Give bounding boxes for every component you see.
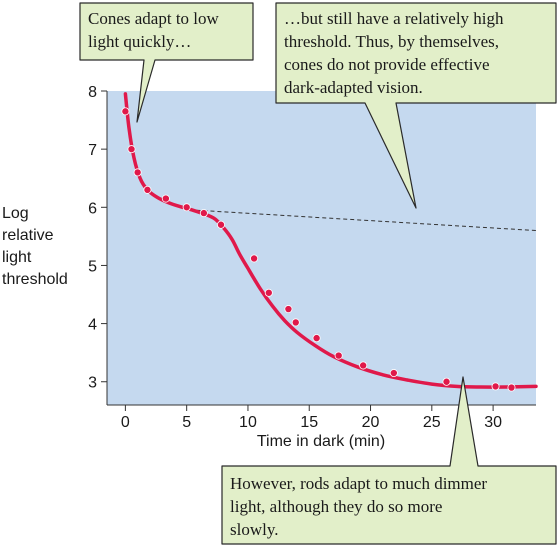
data-point xyxy=(121,107,130,116)
y-axis-title-line: light xyxy=(2,249,32,266)
callout-line: …but still have a relatively high xyxy=(284,9,504,28)
y-axis-title: Log relative light threshold xyxy=(2,205,68,288)
y-axis-title-line: relative xyxy=(2,227,54,244)
data-point xyxy=(199,209,208,218)
callout-line: dark-adapted vision. xyxy=(284,78,423,97)
data-point xyxy=(507,383,516,392)
data-point xyxy=(161,194,170,203)
data-point xyxy=(284,305,293,314)
data-point xyxy=(143,185,152,194)
data-point xyxy=(291,318,300,327)
callout-line: light, although they do so more xyxy=(230,497,442,516)
y-tick-label: 4 xyxy=(88,317,97,334)
y-tick-label: 6 xyxy=(88,200,97,217)
data-point xyxy=(250,254,259,263)
x-tick-label: 10 xyxy=(239,414,257,431)
x-tick-label: 5 xyxy=(182,414,191,431)
callout-line: However, rods adapt to much dimmer xyxy=(230,474,487,493)
y-axis-title-line: threshold xyxy=(2,271,68,288)
y-tick-label: 8 xyxy=(88,84,97,101)
x-tick-label: 20 xyxy=(362,414,380,431)
cone-threshold-dashed-line xyxy=(196,209,537,232)
data-point xyxy=(127,145,136,154)
plot-area xyxy=(107,91,536,405)
data-point xyxy=(491,382,500,391)
data-point xyxy=(334,351,343,360)
callout-line: light quickly… xyxy=(88,32,191,51)
callout-line: cones do not provide effective xyxy=(284,55,490,74)
callout-rods: However, rods adapt to much dimmer light… xyxy=(221,376,557,545)
data-point xyxy=(216,220,225,229)
callout-line: threshold. Thus, by themselves, xyxy=(284,32,499,51)
y-tick-label: 5 xyxy=(88,258,97,275)
callout-cones-threshold: …but still have a relatively high thresh… xyxy=(275,2,557,209)
callout-cones-fast-bubble xyxy=(79,2,254,123)
data-point xyxy=(182,203,191,212)
y-tick-label: 3 xyxy=(88,375,97,392)
y-axis-title-line: Log xyxy=(2,205,29,222)
x-axis-title: Time in dark (min) xyxy=(257,433,385,450)
data-point xyxy=(359,361,368,370)
callout-rods-bubble xyxy=(221,376,557,545)
x-ticks-group: 0 5 10 15 20 25 30 xyxy=(121,405,502,431)
callout-cones-fast: Cones adapt to low light quickly… xyxy=(79,2,254,123)
data-point xyxy=(133,168,142,177)
callout-cones-threshold-bubble xyxy=(275,2,557,209)
data-point xyxy=(312,334,321,343)
x-tick-label: 25 xyxy=(423,414,441,431)
y-tick-label: 7 xyxy=(88,142,97,159)
data-point xyxy=(442,377,451,386)
y-ticks-group: 3 4 5 6 7 8 xyxy=(88,84,107,392)
data-point xyxy=(389,369,398,378)
x-tick-label: 0 xyxy=(121,414,130,431)
callout-line: Cones adapt to low xyxy=(88,9,220,28)
data-points-group xyxy=(121,107,516,392)
data-point xyxy=(264,288,273,297)
x-tick-label: 30 xyxy=(484,414,502,431)
callout-line: slowly. xyxy=(230,520,279,539)
adaptation-curve xyxy=(123,92,538,389)
x-tick-label: 15 xyxy=(300,414,318,431)
curves-group xyxy=(123,92,538,389)
